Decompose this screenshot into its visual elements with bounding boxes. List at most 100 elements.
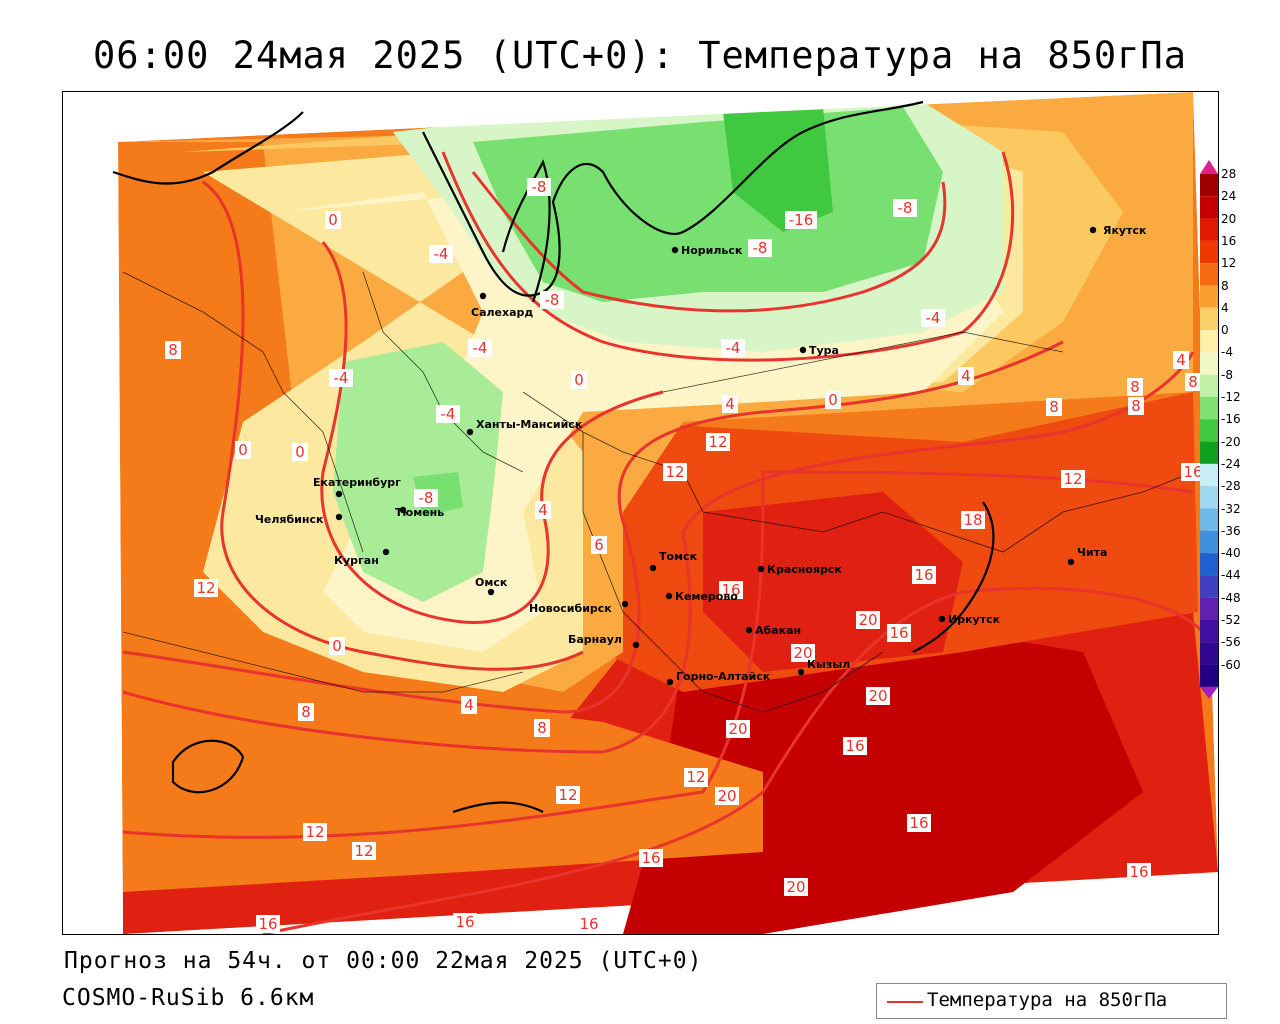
- colorbar-tick-label: -32: [1221, 501, 1241, 516]
- isotherm-label-box: [235, 441, 251, 459]
- isotherm-label: 8: [1131, 397, 1141, 415]
- model-name: COSMO-RuSib 6.6км: [62, 985, 315, 1011]
- isotherm-label: 20: [786, 878, 805, 896]
- colorbar-tick-label: 12: [1221, 256, 1237, 271]
- city-marker: [466, 428, 474, 436]
- map-title: 06:00 24мая 2025 (UTC+0): Температура на…: [93, 34, 1187, 77]
- colorbar-segment: [1200, 463, 1218, 487]
- city-label: Новосибирск: [529, 602, 612, 615]
- city-label: Норильск: [681, 244, 743, 257]
- colorbar-segment: [1200, 174, 1218, 197]
- isotherm-label-box: [958, 367, 974, 385]
- isotherm-label: 20: [793, 644, 812, 662]
- isotherm-label-box: [907, 814, 931, 832]
- city-marker: [757, 565, 765, 573]
- isotherm-label: 16: [1129, 863, 1148, 881]
- isotherm-label: -4: [926, 309, 941, 327]
- colorbar-tick-label: 16: [1221, 233, 1237, 248]
- colorbar-segment: [1200, 196, 1218, 219]
- isotherm-label-box: [453, 913, 477, 931]
- isotherm-label: -4: [434, 245, 449, 263]
- outside-domain-left: [63, 92, 123, 934]
- isotherm-label-box: [721, 339, 745, 357]
- coastlines: [112, 100, 995, 814]
- isotherm-minus4-north: [441, 151, 1015, 362]
- isotherm-label-box: [887, 624, 911, 642]
- isotherm-label: 12: [665, 463, 684, 481]
- isotherm-label-box: [961, 511, 985, 529]
- city-markers: Якутск Норильск Салехард Тура Ханты-Мансийск…: [255, 224, 1147, 686]
- colorbar-tick-label: -12: [1221, 390, 1241, 404]
- colorbar-tick-label: -56: [1221, 635, 1241, 650]
- colorbar-segment: [1200, 597, 1218, 620]
- field-deep-red-core: [623, 632, 1143, 934]
- outside-domain-top: [63, 92, 1218, 142]
- city-marker: [382, 548, 390, 556]
- city-label: Салехард: [471, 306, 533, 319]
- city-label: Барнаул: [568, 633, 622, 646]
- city-marker: [938, 615, 946, 623]
- isotherm-label-box: [893, 199, 917, 217]
- isotherm-label-box: [298, 703, 314, 721]
- isotherm-label-box: [1173, 351, 1189, 369]
- colorbar-segment: [1200, 218, 1218, 241]
- isotherm-label-box: [540, 291, 564, 309]
- isotherms: [122, 151, 1205, 934]
- isotherm-label-box: [165, 341, 181, 359]
- city-marker: [671, 246, 679, 254]
- lake-baikal: [912, 501, 995, 653]
- colorbar-overflow-top: [1200, 160, 1218, 174]
- isotherm-label-box: [194, 579, 218, 597]
- isotherm-label: 12: [558, 786, 577, 804]
- colorbar-segment: [1200, 441, 1218, 464]
- colorbar-segment: [1200, 352, 1218, 375]
- isotherm-label-box: [1127, 378, 1143, 396]
- city-marker: [649, 564, 657, 572]
- temperature-map[interactable]: -8 -16 -8 -8 -4 -8 -4 -4 0 -4 -4 -4 0 -8 0 4 0 8 4 8 8 12 12 12…: [62, 91, 1219, 935]
- map-legend: Температура на 850гПа: [876, 983, 1227, 1019]
- isotherm-label: 16: [721, 581, 740, 599]
- city-marker: [1089, 226, 1097, 234]
- isotherm-label: 16: [579, 915, 598, 933]
- field-dark-green-core: [723, 107, 833, 232]
- isotherm-label-box: [715, 787, 739, 805]
- city-label: Иркутск: [948, 613, 1001, 626]
- colorbar-tick-label: -60: [1221, 657, 1241, 672]
- isotherm-label: 0: [295, 443, 305, 461]
- isotherm-label-box: [639, 849, 663, 867]
- colorbar-tick-label: -48: [1221, 590, 1241, 605]
- isotherm-label-box: [534, 719, 550, 737]
- city-marker: [1067, 558, 1075, 566]
- isotherm-label-box: [527, 178, 551, 196]
- colorbar-tick-label: -28: [1221, 479, 1241, 494]
- colorbar-tick-label: -4: [1221, 345, 1233, 360]
- colorbar-tick-label: -20: [1221, 434, 1241, 449]
- isotherm-minus8-north: [471, 171, 947, 313]
- colorbar-segment: [1200, 330, 1218, 353]
- isotherm-8-south: [122, 351, 1195, 754]
- isotherm-label: -4: [334, 369, 349, 387]
- city-marker: [399, 506, 407, 514]
- isotherm-label: -8: [532, 178, 547, 196]
- isotherm-label: 0: [332, 637, 342, 655]
- isotherm-label: 8: [1049, 398, 1059, 416]
- colorbar-tick-label: -44: [1221, 568, 1241, 583]
- colorbar-segment: [1200, 240, 1218, 264]
- isotherm-label-box: [663, 463, 687, 481]
- city-marker: [632, 641, 640, 649]
- isotherm-label: -8: [898, 199, 913, 217]
- colorbar-segment: [1200, 486, 1218, 509]
- isotherm-label: 16: [914, 566, 933, 584]
- isotherm-label: 12: [686, 768, 705, 786]
- colorbar-segment: [1200, 553, 1218, 576]
- city-label: Кемерово: [675, 590, 738, 603]
- city-label: Тюмень: [395, 506, 444, 519]
- isotherm-label: 20: [868, 687, 887, 705]
- isotherm-label: 8: [1130, 378, 1140, 396]
- isotherm-label: -4: [441, 405, 456, 423]
- isotherm-label: 4: [464, 696, 474, 714]
- isotherm-label: -8: [753, 239, 768, 257]
- isotherm-label-box: [535, 501, 551, 519]
- isotherm-label-box: [256, 915, 280, 933]
- isotherm-label: 12: [196, 579, 215, 597]
